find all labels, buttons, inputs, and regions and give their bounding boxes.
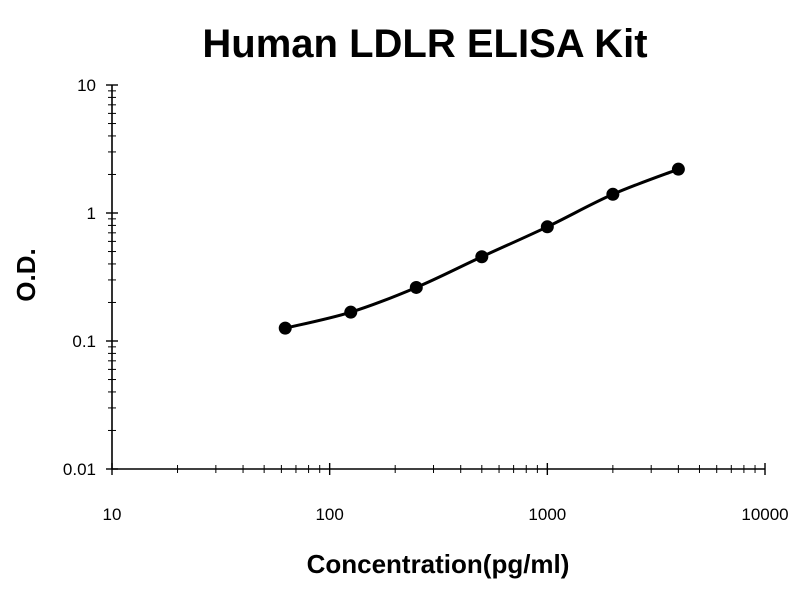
data-point (540, 220, 554, 234)
y-tick-label: 0.1 (72, 332, 96, 351)
data-point (671, 162, 685, 176)
x-axis-title: Concentration(pg/ml) (307, 549, 570, 579)
data-point (606, 187, 620, 201)
plot-area: 0.01 0.1 1 10 10 100 1000 10000 (63, 76, 789, 524)
y-tick-label: 1 (87, 204, 96, 223)
y-tick-label: 10 (77, 76, 96, 95)
data-point (475, 250, 489, 264)
y-tick-label: 0.01 (63, 460, 96, 479)
x-tick-label: 10 (103, 505, 122, 524)
x-tick-label: 100 (315, 505, 343, 524)
x-tick-label: 1000 (528, 505, 566, 524)
y-axis-title: O.D. (11, 248, 41, 301)
data-point (278, 321, 292, 335)
series-line (284, 167, 679, 330)
x-tick-label: 10000 (741, 505, 788, 524)
chart-title: Human LDLR ELISA Kit (202, 22, 647, 66)
data-point (344, 305, 358, 319)
data-point (409, 280, 423, 294)
